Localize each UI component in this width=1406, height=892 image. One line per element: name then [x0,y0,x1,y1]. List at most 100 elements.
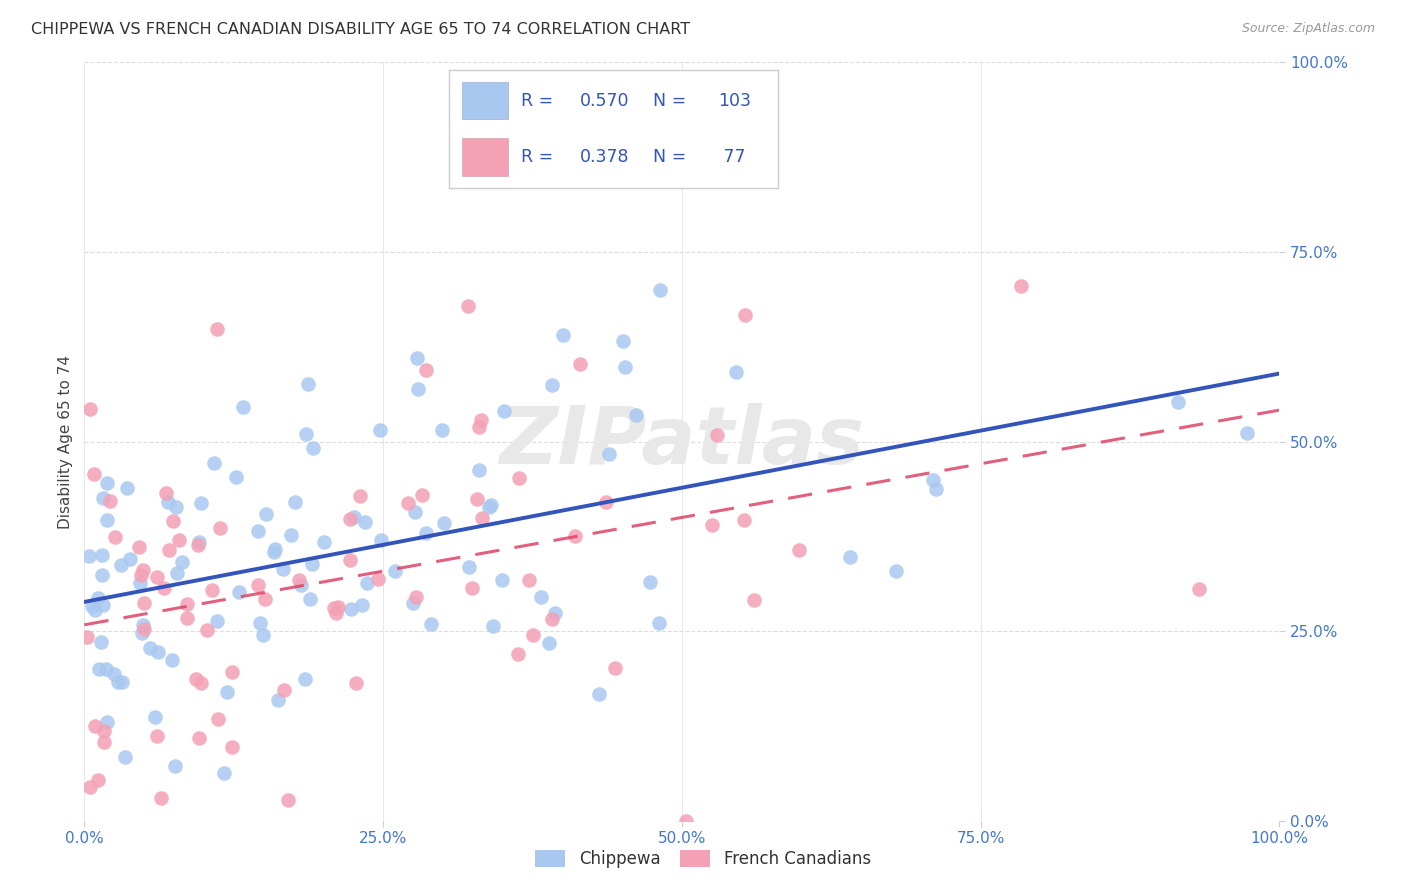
Point [150,791,173,805]
Point [613,359,636,374]
Point [295,427,318,442]
Point [433,516,456,530]
Point [301,557,323,571]
Point [82,599,104,613]
Point [93,724,115,739]
Point [187,731,209,745]
Point [675,814,697,828]
Point [131,625,153,640]
Point [323,600,346,615]
Point [90,568,112,582]
Point [884,564,907,578]
Point [157,495,180,509]
Point [155,486,177,500]
Point [91,491,114,506]
Point [541,378,564,392]
Point [87,772,110,787]
Point [103,666,125,681]
Point [152,581,174,595]
Point [312,534,335,549]
Point [169,533,191,547]
Point [207,712,229,726]
Point [157,542,180,557]
Point [339,512,361,526]
Point [430,423,453,437]
Point [176,597,198,611]
Point [111,674,134,689]
Point [96,475,118,490]
Point [146,729,169,743]
Point [419,617,441,632]
Point [787,542,810,557]
Point [508,471,530,485]
Point [457,560,479,574]
Point [406,351,429,365]
Point [541,612,564,626]
Point [288,573,311,587]
Point [249,616,271,631]
Legend: Chippewa, French Canadians: Chippewa, French Canadians [529,843,877,875]
Point [215,685,238,699]
Point [294,672,316,686]
Point [190,496,212,510]
Point [344,676,367,690]
Text: CHIPPEWA VS FRENCH CANADIAN DISABILITY AGE 65 TO 74 CORRELATION CHART: CHIPPEWA VS FRENCH CANADIAN DISABILITY A… [31,22,690,37]
Point [839,549,862,564]
Point [349,489,371,503]
Point [253,591,276,606]
Point [471,510,494,524]
Point [406,383,429,397]
Y-axis label: Disability Age 65 to 74: Disability Age 65 to 74 [58,354,73,529]
Point [247,578,270,592]
Point [354,515,377,529]
Point [326,600,349,615]
Point [415,363,437,377]
Point [297,377,319,392]
Point [277,793,299,807]
Point [457,299,479,313]
Point [1188,582,1211,597]
Point [232,400,254,414]
Point [544,607,567,621]
Point [370,533,392,547]
Point [733,512,755,526]
Point [139,640,162,655]
Point [263,544,285,558]
Point [302,441,325,455]
Point [89,662,111,676]
Point [98,494,121,508]
Point [221,740,243,755]
Point [91,548,114,562]
Point [176,610,198,624]
Point [208,521,231,535]
Point [396,496,419,510]
Point [271,561,294,575]
Point [517,573,540,587]
Point [343,509,366,524]
Point [522,628,544,642]
Point [247,524,270,539]
Point [340,602,363,616]
Point [146,570,169,584]
Point [384,564,406,578]
Point [479,498,502,512]
Point [254,508,277,522]
Point [325,607,347,621]
Point [83,467,105,481]
Point [648,284,671,298]
Point [204,456,226,470]
Point [110,558,132,572]
Point [172,555,194,569]
Point [1010,279,1032,293]
Point [467,492,489,507]
Point [273,683,295,698]
Point [339,553,361,567]
Point [87,591,110,605]
Point [131,617,153,632]
Point [190,675,212,690]
Point [266,693,288,707]
Point [569,357,592,371]
Point [352,598,374,612]
Point [922,474,945,488]
Point [724,365,747,379]
